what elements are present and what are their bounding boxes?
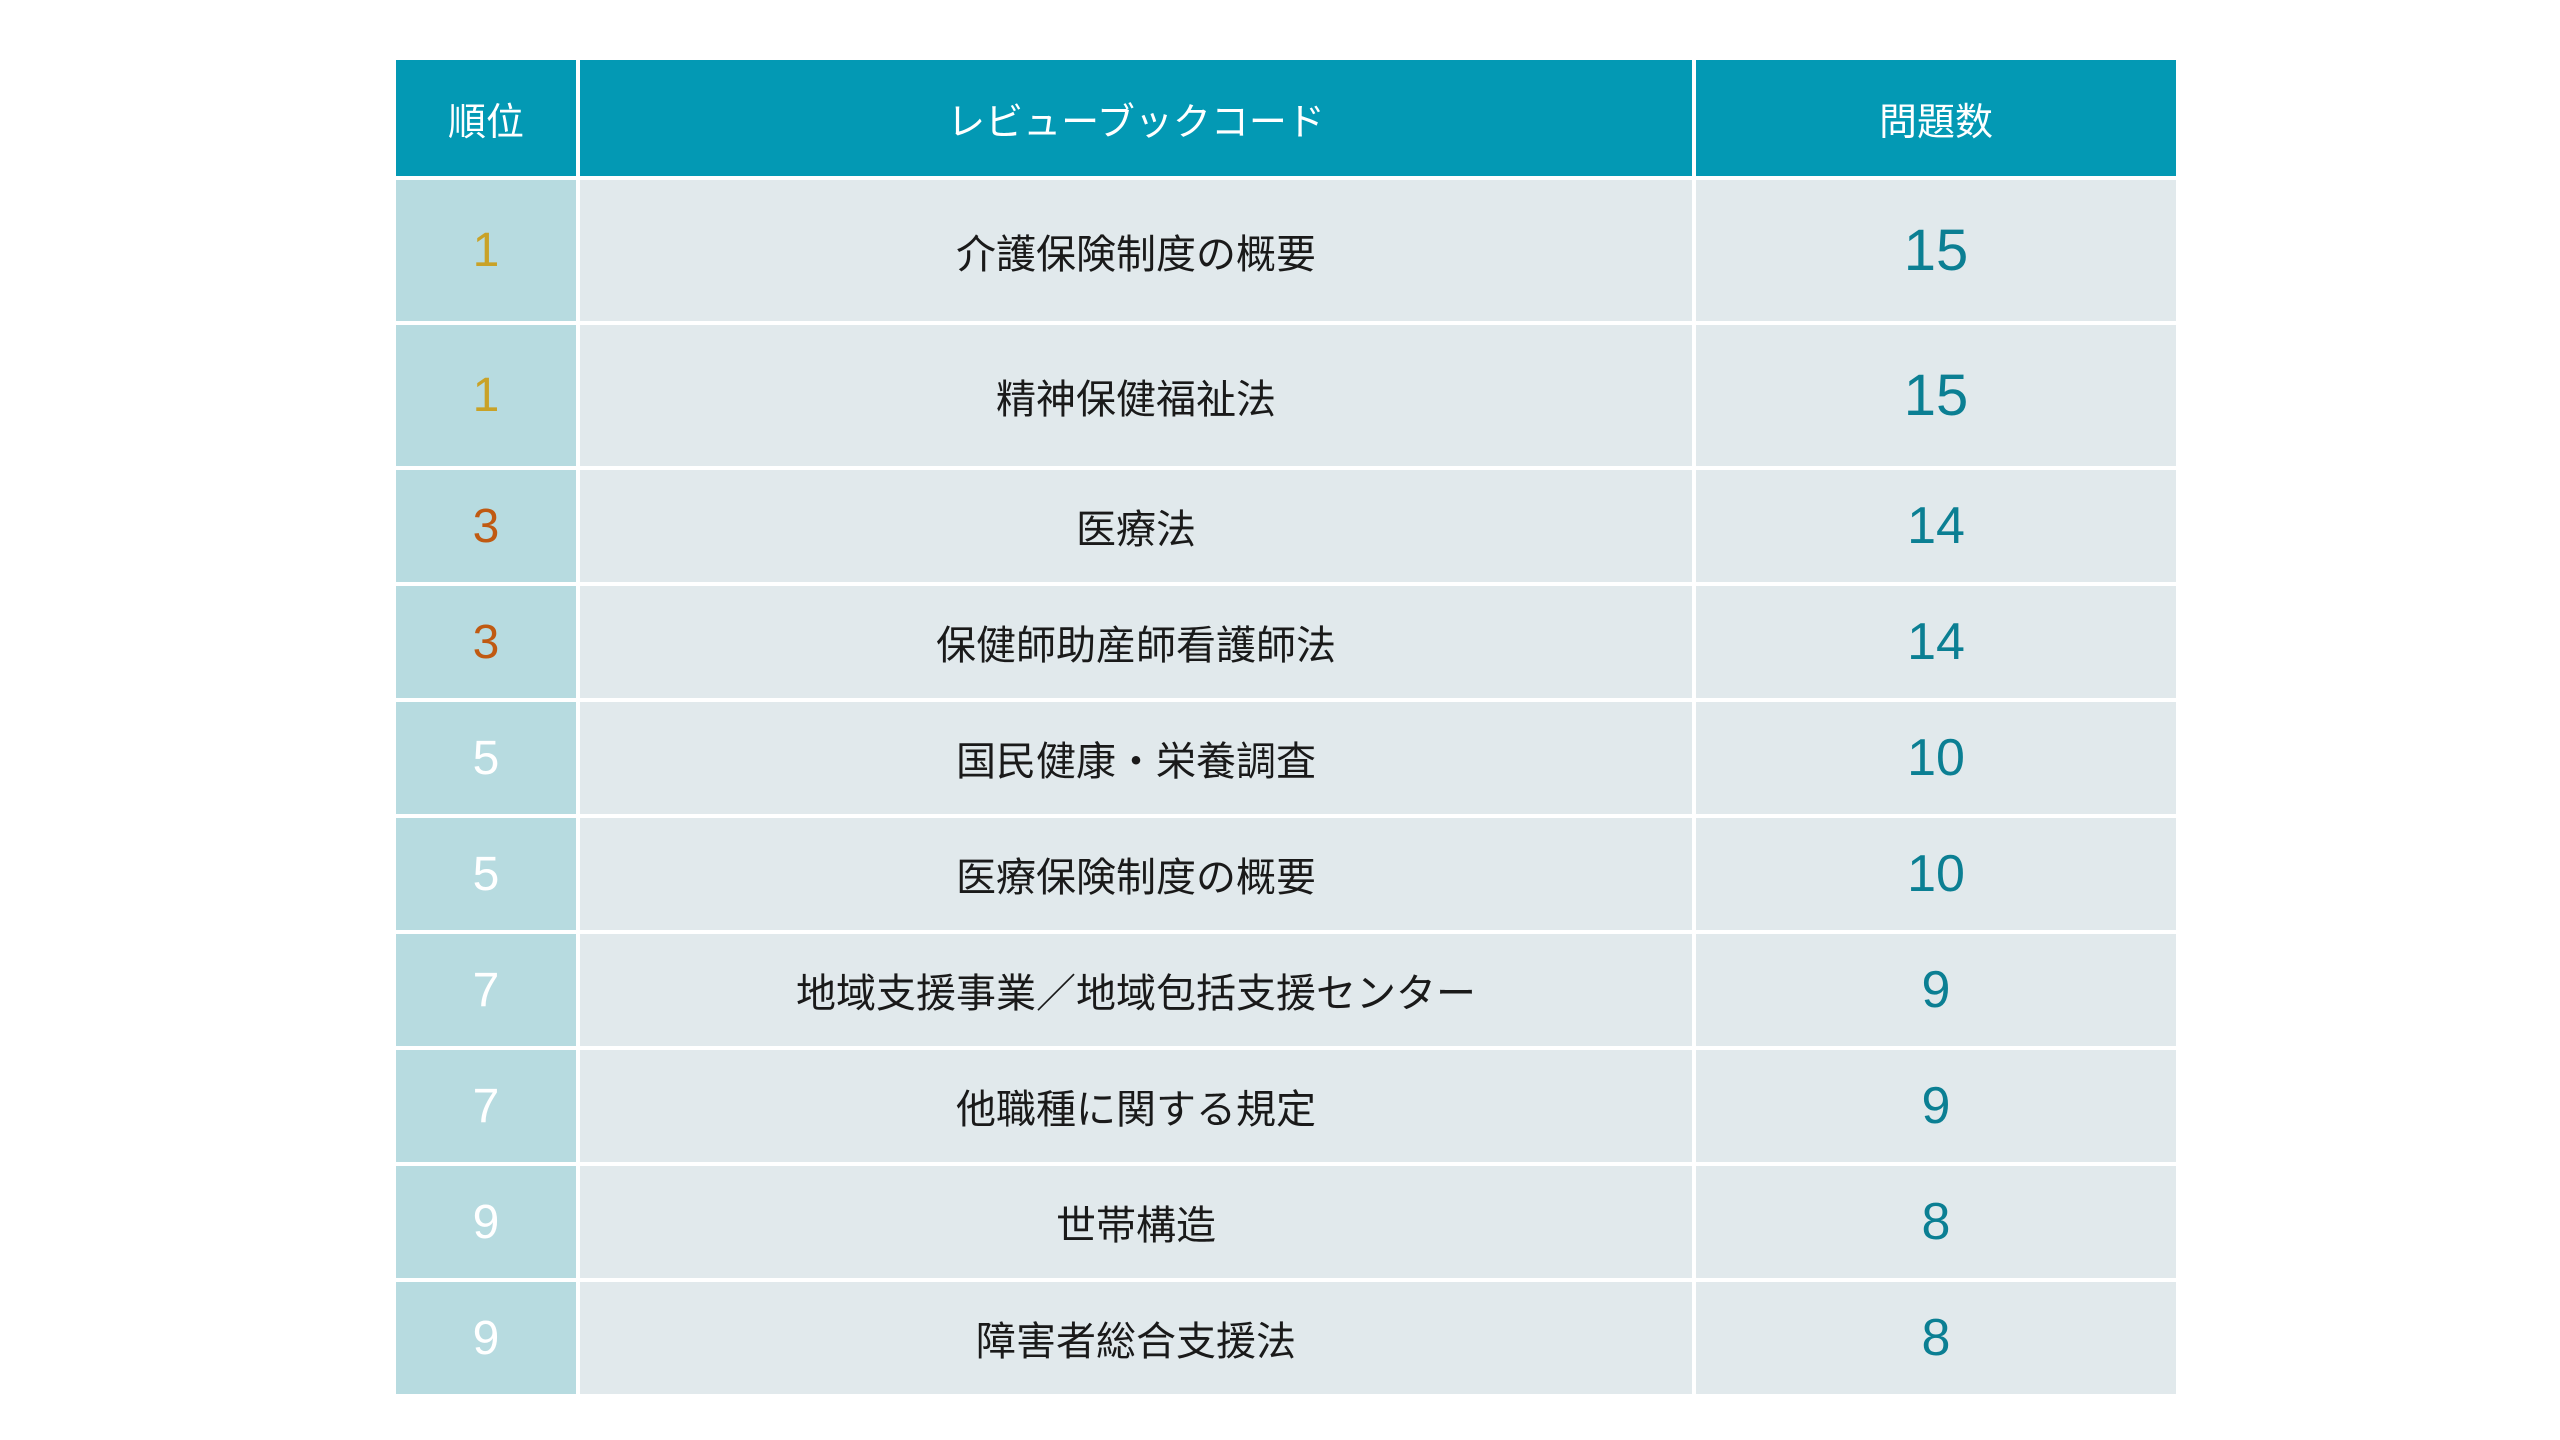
table-header-row: 順位 レビューブックコード 問題数 — [396, 60, 2176, 176]
code-cell: 精神保健福祉法 — [580, 325, 1692, 466]
rank-cell: 9 — [396, 1282, 576, 1394]
rank-cell: 9 — [396, 1166, 576, 1278]
count-cell: 14 — [1696, 470, 2176, 582]
rank-cell: 5 — [396, 818, 576, 930]
count-cell: 14 — [1696, 586, 2176, 698]
header-review-book-code: レビューブックコード — [580, 60, 1692, 176]
rank-cell: 1 — [396, 180, 576, 321]
code-cell: 地域支援事業／地域包括支援センター — [580, 934, 1692, 1046]
table-row: 7 他職種に関する規定 9 — [396, 1050, 2176, 1162]
count-cell: 10 — [1696, 702, 2176, 814]
count-cell: 15 — [1696, 180, 2176, 321]
code-cell: 医療法 — [580, 470, 1692, 582]
code-cell: 保健師助産師看護師法 — [580, 586, 1692, 698]
table-row: 1 介護保険制度の概要 15 — [396, 180, 2176, 321]
code-cell: 医療保険制度の概要 — [580, 818, 1692, 930]
count-cell: 9 — [1696, 1050, 2176, 1162]
rank-cell: 3 — [396, 586, 576, 698]
header-question-count: 問題数 — [1696, 60, 2176, 176]
count-cell: 8 — [1696, 1282, 2176, 1394]
code-cell: 障害者総合支援法 — [580, 1282, 1692, 1394]
table-row: 3 保健師助産師看護師法 14 — [396, 586, 2176, 698]
table-row: 5 医療保険制度の概要 10 — [396, 818, 2176, 930]
table-row: 1 精神保健福祉法 15 — [396, 325, 2176, 466]
rank-cell: 5 — [396, 702, 576, 814]
header-rank: 順位 — [396, 60, 576, 176]
count-cell: 15 — [1696, 325, 2176, 466]
count-cell: 8 — [1696, 1166, 2176, 1278]
code-cell: 国民健康・栄養調査 — [580, 702, 1692, 814]
code-cell: 介護保険制度の概要 — [580, 180, 1692, 321]
count-cell: 10 — [1696, 818, 2176, 930]
rank-cell: 3 — [396, 470, 576, 582]
rank-cell: 7 — [396, 1050, 576, 1162]
table-row: 3 医療法 14 — [396, 470, 2176, 582]
table-row: 9 世帯構造 8 — [396, 1166, 2176, 1278]
table-row: 5 国民健康・栄養調査 10 — [396, 702, 2176, 814]
code-cell: 世帯構造 — [580, 1166, 1692, 1278]
table-row: 7 地域支援事業／地域包括支援センター 9 — [396, 934, 2176, 1046]
ranking-table: 順位 レビューブックコード 問題数 1 介護保険制度の概要 15 1 精神保健福… — [392, 56, 2180, 1398]
rank-cell: 1 — [396, 325, 576, 466]
table-row: 9 障害者総合支援法 8 — [396, 1282, 2176, 1394]
rank-cell: 7 — [396, 934, 576, 1046]
count-cell: 9 — [1696, 934, 2176, 1046]
code-cell: 他職種に関する規定 — [580, 1050, 1692, 1162]
